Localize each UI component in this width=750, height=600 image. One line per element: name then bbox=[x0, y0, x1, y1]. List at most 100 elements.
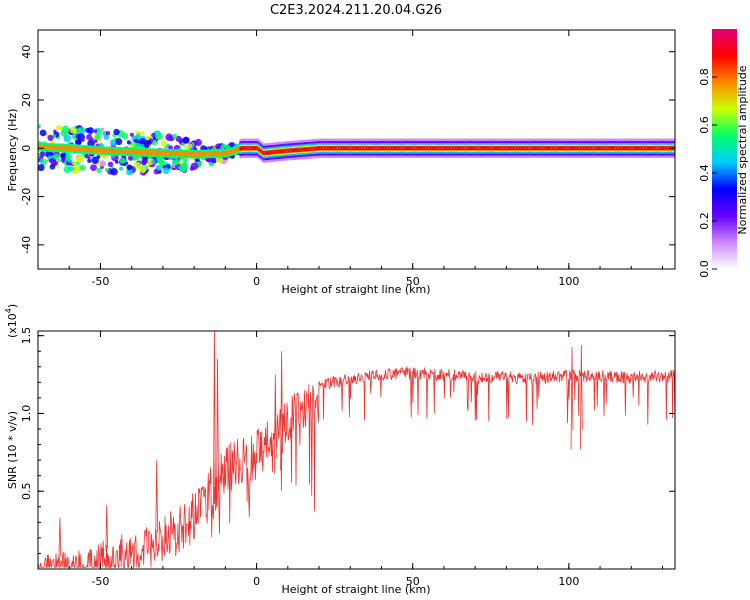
heat-band-cell bbox=[197, 151, 200, 157]
heat-band-cell bbox=[248, 146, 251, 151]
heat-blob bbox=[71, 160, 76, 166]
heat-band-cell bbox=[194, 151, 197, 157]
colorbar-tick-label: 0.6 bbox=[698, 116, 711, 134]
heat-band-cell bbox=[632, 146, 635, 151]
heat-band-cell bbox=[540, 146, 543, 151]
heat-band-cell bbox=[114, 148, 117, 154]
heat-band-cell bbox=[284, 148, 287, 154]
heat-blob bbox=[146, 139, 151, 145]
colorbar-tick-label: 0.2 bbox=[698, 212, 711, 230]
heat-band-cell bbox=[317, 146, 320, 151]
heat-blob bbox=[56, 164, 60, 168]
heat-blob bbox=[69, 126, 77, 134]
heat-blob bbox=[126, 168, 133, 176]
heat-band-cell bbox=[447, 146, 450, 151]
heat-band-cell bbox=[48, 145, 52, 150]
heat-blob bbox=[115, 138, 123, 146]
heat-blob bbox=[123, 162, 127, 167]
heat-blob bbox=[87, 158, 92, 163]
heat-band-cell bbox=[567, 146, 570, 151]
figure-title: C2E3.2024.211.20.04.G26 bbox=[270, 3, 442, 18]
colorbar-tick-label: 0.4 bbox=[698, 164, 711, 182]
heat-blob bbox=[47, 134, 54, 141]
heat-band-cell bbox=[354, 146, 358, 151]
heat-band-cell bbox=[264, 150, 267, 156]
heat-band-cell bbox=[320, 146, 323, 151]
y-tick-label: 20 bbox=[20, 93, 33, 107]
heat-blob bbox=[194, 138, 202, 147]
heat-band-cell bbox=[187, 151, 191, 157]
heat-band-cell bbox=[662, 146, 665, 151]
heat-blob bbox=[129, 132, 134, 137]
heat-band-cell bbox=[501, 146, 504, 151]
heat-blob bbox=[67, 159, 72, 163]
heat-band-cell bbox=[523, 146, 526, 151]
heat-band-cell bbox=[556, 146, 559, 151]
heat-band-cell bbox=[625, 146, 628, 151]
heat-band-cell bbox=[578, 146, 581, 151]
heat-band-cell bbox=[80, 146, 83, 152]
heat-band-cell bbox=[139, 149, 142, 155]
heat-blob bbox=[53, 153, 60, 160]
snr-series-line bbox=[38, 331, 675, 569]
heat-blob bbox=[76, 161, 80, 165]
heat-band-cell bbox=[440, 146, 443, 151]
heat-band-cell bbox=[289, 148, 292, 153]
heat-band-cell bbox=[217, 151, 220, 156]
heat-band-cell bbox=[272, 150, 275, 155]
heat-band-cell bbox=[581, 146, 584, 151]
heat-band-cell bbox=[381, 146, 384, 151]
heat-band-cell bbox=[534, 146, 537, 151]
heat-band-cell bbox=[548, 146, 551, 151]
heat-band-cell bbox=[445, 146, 448, 151]
heat-blob bbox=[173, 160, 179, 166]
heat-band-cell bbox=[117, 149, 120, 154]
heat-band-cell bbox=[244, 146, 247, 151]
heat-band-cell bbox=[364, 146, 367, 151]
heat-band-cell bbox=[280, 149, 283, 154]
x-tick-label: 0 bbox=[253, 275, 260, 288]
heat-band-cell bbox=[339, 146, 342, 151]
x-tick-label: 50 bbox=[406, 275, 420, 288]
heat-blob bbox=[103, 134, 110, 141]
heat-band-cell bbox=[70, 146, 73, 151]
x-tick-label: 100 bbox=[558, 575, 579, 588]
heat-band-cell bbox=[465, 146, 468, 151]
heat-blob bbox=[49, 164, 56, 170]
heat-band-cell bbox=[554, 146, 557, 151]
heat-blob bbox=[104, 167, 109, 172]
heat-band-cell bbox=[372, 146, 375, 151]
heat-blob bbox=[38, 124, 41, 129]
heat-band-cell bbox=[247, 146, 250, 151]
heat-band-cell bbox=[212, 151, 216, 156]
heat-band-cell bbox=[250, 146, 253, 151]
heat-band-cell bbox=[156, 150, 159, 156]
colorbar-ticks: 0.0 0.2 0.4 0.6 0.8 bbox=[698, 68, 717, 278]
heat-blob bbox=[39, 129, 47, 137]
heat-band-cell bbox=[169, 150, 172, 156]
heat-band-cell bbox=[297, 147, 300, 153]
heat-band-cell bbox=[94, 147, 97, 153]
heat-band-cell bbox=[531, 146, 534, 151]
heat-band-cell bbox=[561, 146, 564, 151]
heat-band-cell bbox=[251, 146, 255, 151]
heat-band-cell bbox=[314, 146, 317, 151]
heat-band-cell bbox=[450, 146, 453, 151]
heat-band-cell bbox=[448, 146, 451, 151]
heat-band-cell bbox=[337, 146, 340, 151]
heat-band-cell bbox=[398, 146, 401, 151]
spectrogram-panel: -50 0 50 100 -40 -20 0 20 40 Height of straight… bbox=[6, 29, 676, 296]
heat-band-cell bbox=[529, 146, 532, 151]
heat-band-cell bbox=[403, 146, 406, 151]
heat-band-cell bbox=[568, 146, 571, 151]
spectrogram-x-ticks: -50 0 50 100 bbox=[37, 30, 664, 288]
heat-band-cell bbox=[141, 149, 144, 155]
heat-band-cell bbox=[63, 145, 66, 151]
heat-band-cell bbox=[201, 151, 205, 157]
heat-band-cell bbox=[617, 146, 620, 151]
heat-band-cell bbox=[309, 146, 312, 152]
heat-band-cell bbox=[420, 146, 423, 151]
heat-band-cell bbox=[522, 146, 525, 151]
heat-band-cell bbox=[361, 146, 364, 151]
heat-band-cell bbox=[322, 146, 325, 151]
